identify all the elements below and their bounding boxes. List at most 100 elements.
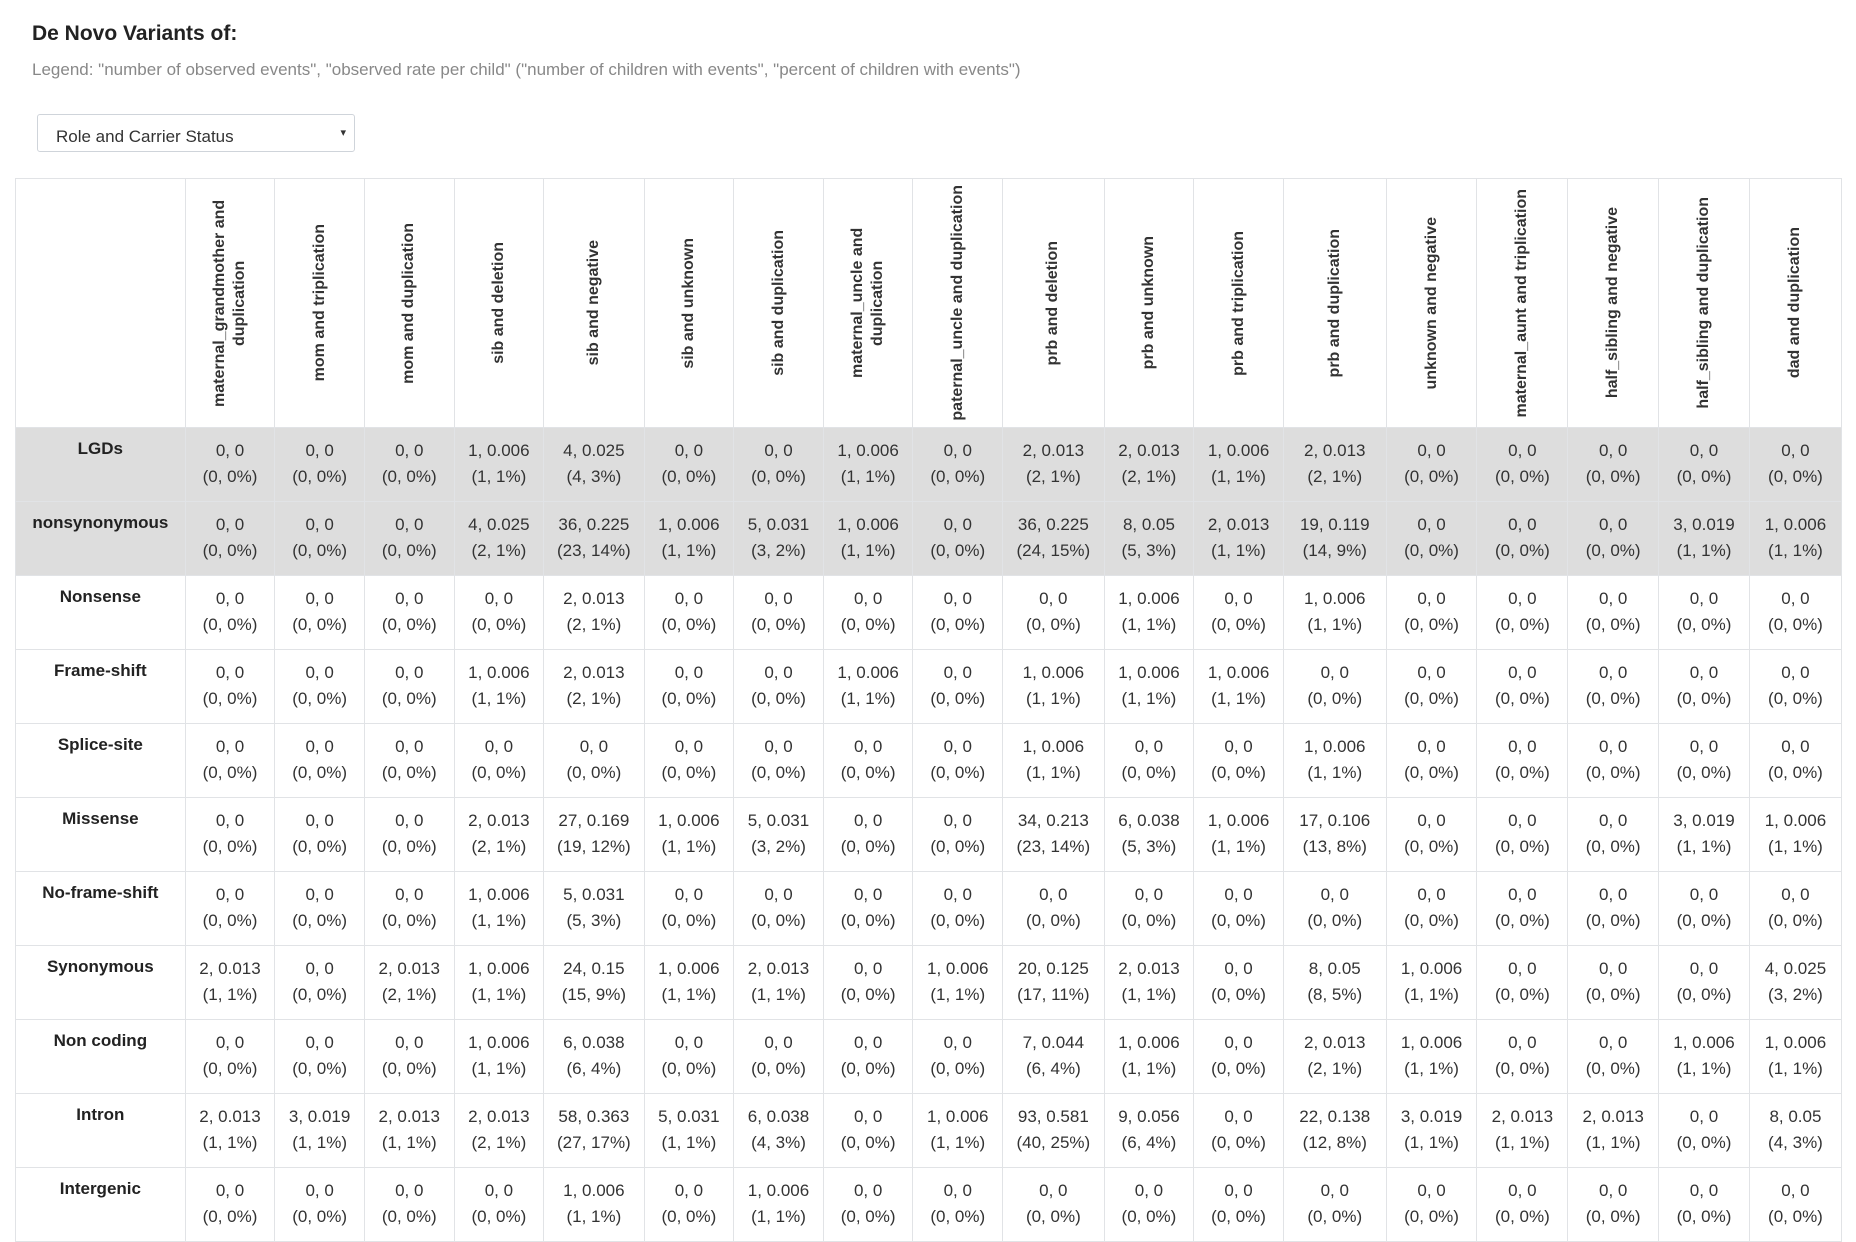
cell-events-rate: 24, 0.15 xyxy=(563,959,625,978)
table-cell: 1, 0.006 (1, 1%) xyxy=(1282,723,1387,798)
column-header: sib and deletion xyxy=(453,178,545,428)
cell-children-percent: (4, 3%) xyxy=(751,1133,806,1152)
cell-events-rate: 8, 0.05 xyxy=(1122,515,1175,534)
cell-children-percent: (0, 0%) xyxy=(292,985,348,1004)
cell-events-rate: 0, 0 xyxy=(305,663,334,682)
table-cell: 1, 0.006 (1, 1%) xyxy=(1658,1019,1750,1094)
table-cell: 0, 0 (0, 0%) xyxy=(643,1167,735,1242)
column-header-label: prb and duplication xyxy=(1325,228,1343,378)
cell-children-percent: (1, 1%) xyxy=(1307,763,1363,782)
table-cell: 0, 0 (0, 0%) xyxy=(643,575,735,650)
cell-children-percent: (0, 0%) xyxy=(661,1059,717,1078)
table-cell: 0, 0 (0, 0%) xyxy=(453,723,545,798)
cell-children-percent: (0, 0%) xyxy=(1211,1133,1266,1152)
table-cell: 1, 0.006 (1, 1%) xyxy=(543,1167,645,1242)
table-cell: 2, 0.013 (2, 1%) xyxy=(1103,427,1195,502)
cell-events-rate: 0, 0 xyxy=(215,441,245,460)
cell-events-rate: 0, 0 xyxy=(305,885,334,904)
table-cell: 4, 0.025 (3, 2%) xyxy=(1748,945,1843,1020)
cell-children-percent: (3, 2%) xyxy=(751,541,806,560)
cell-events-rate: 0, 0 xyxy=(1689,589,1719,608)
cell-events-rate: 0, 0 xyxy=(215,885,245,904)
cell-events-rate: 0, 0 xyxy=(1781,663,1810,682)
cell-children-percent: (2, 1%) xyxy=(471,837,527,856)
cell-events-rate: 1, 0.006 xyxy=(468,663,530,682)
cell-events-rate: 2, 0.013 xyxy=(1582,1107,1644,1126)
cell-children-percent: (0, 0%) xyxy=(292,1207,348,1226)
table-cell: 2, 0.013 (2, 1%) xyxy=(543,649,645,724)
table-cell: 0, 0 (0, 0%) xyxy=(1567,945,1660,1020)
cell-children-percent: (1, 1%) xyxy=(1404,1133,1459,1152)
cell-events-rate: 1, 0.006 xyxy=(837,663,899,682)
cell-events-rate: 0, 0 xyxy=(1598,1181,1628,1200)
cell-events-rate: 0, 0 xyxy=(1689,737,1719,756)
table-cell: 0, 0 (0, 0%) xyxy=(912,427,1004,502)
cell-events-rate: 36, 0.225 xyxy=(558,515,630,534)
cell-events-rate: 0, 0 xyxy=(1689,441,1719,460)
table-cell: 0, 0 (0, 0%) xyxy=(1002,871,1105,946)
table-row: Intron 2, 0.013 (1, 1%) 3, 0.019 (1, 1%) 2, 0… xyxy=(15,1093,1843,1168)
table-cell: 0, 0 (0, 0%) xyxy=(733,649,824,724)
cell-children-percent: (0, 0%) xyxy=(292,615,348,634)
cell-events-rate: 0, 0 xyxy=(1224,737,1253,756)
column-header: sib and negative xyxy=(543,178,645,428)
cell-events-rate: 0, 0 xyxy=(1689,959,1719,978)
cell-children-percent: (0, 0%) xyxy=(1211,911,1266,930)
cell-events-rate: 0, 0 xyxy=(674,663,704,682)
cell-children-percent: (24, 15%) xyxy=(1016,541,1091,560)
table-cell: 0, 0 (0, 0%) xyxy=(912,649,1004,724)
cell-events-rate: 0, 0 xyxy=(1134,885,1164,904)
cell-children-percent: (1, 1%) xyxy=(930,1133,986,1152)
cell-events-rate: 1, 0.006 xyxy=(658,959,720,978)
cell-children-percent: (0, 0%) xyxy=(1585,837,1641,856)
column-header-label: sib and unknown xyxy=(679,237,697,369)
cell-events-rate: 0, 0 xyxy=(305,959,334,978)
table-cell: 5, 0.031 (3, 2%) xyxy=(733,501,824,576)
cell-children-percent: (2, 1%) xyxy=(1307,467,1363,486)
cell-children-percent: (23, 14%) xyxy=(557,541,631,560)
cell-children-percent: (0, 0%) xyxy=(661,467,717,486)
table-cell: 0, 0 (0, 0%) xyxy=(1282,1167,1387,1242)
cell-children-percent: (0, 0%) xyxy=(1404,763,1459,782)
table-cell: 8, 0.05 (8, 5%) xyxy=(1282,945,1387,1020)
table-cell: 27, 0.169 (19, 12%) xyxy=(543,797,645,872)
cell-children-percent: (0, 0%) xyxy=(930,689,986,708)
table-cell: 0, 0 (0, 0%) xyxy=(1567,1167,1660,1242)
cell-children-percent: (0, 0%) xyxy=(1211,1207,1266,1226)
table-cell: 58, 0.363 (27, 17%) xyxy=(543,1093,645,1168)
row-label: nonsynonymous xyxy=(15,501,186,576)
cell-events-rate: 0, 0 xyxy=(395,515,424,534)
cell-children-percent: (3, 2%) xyxy=(751,837,806,856)
table-cell: 1, 0.006 (1, 1%) xyxy=(822,501,914,576)
cell-children-percent: (13, 8%) xyxy=(1302,837,1367,856)
cell-children-percent: (0, 0%) xyxy=(202,689,258,708)
cell-children-percent: (0, 0%) xyxy=(1121,911,1177,930)
table-cell: 4, 0.025 (4, 3%) xyxy=(543,427,645,502)
cell-children-percent: (4, 3%) xyxy=(1768,1133,1823,1152)
column-header: maternal_uncle and duplication xyxy=(822,178,914,428)
cell-children-percent: (0, 0%) xyxy=(1404,911,1459,930)
table-cell: 1, 0.006 (1, 1%) xyxy=(733,1167,824,1242)
table-cell: 2, 0.013 (1, 1%) xyxy=(1567,1093,1660,1168)
table-cell: 0, 0 (0, 0%) xyxy=(363,427,455,502)
table-cell: 0, 0 (0, 0%) xyxy=(1193,723,1284,798)
cell-children-percent: (40, 25%) xyxy=(1016,1133,1091,1152)
table-cell: 0, 0 (0, 0%) xyxy=(1567,427,1660,502)
cell-events-rate: 2, 0.013 xyxy=(563,663,625,682)
cell-events-rate: 0, 0 xyxy=(1039,1181,1068,1200)
table-cell: 0, 0 (0, 0%) xyxy=(1385,575,1478,650)
cell-children-percent: (0, 0%) xyxy=(1585,1059,1641,1078)
table-cell: 0, 0 (0, 0%) xyxy=(274,797,365,872)
cell-events-rate: 1, 0.006 xyxy=(1207,811,1270,830)
grouping-select[interactable]: Role and Carrier Status ▾ xyxy=(37,114,355,152)
column-header: half_sibling and negative xyxy=(1567,178,1660,428)
cell-children-percent: (23, 14%) xyxy=(1016,837,1091,856)
column-header-label: sib and duplication xyxy=(769,230,787,376)
cell-children-percent: (0, 0%) xyxy=(1404,837,1459,856)
table-cell: 1, 0.006 (1, 1%) xyxy=(1193,797,1284,872)
cell-events-rate: 0, 0 xyxy=(1781,737,1810,756)
table-cell: 0, 0 (0, 0%) xyxy=(912,797,1004,872)
cell-children-percent: (0, 0%) xyxy=(1404,689,1459,708)
table-cell: 0, 0 (0, 0%) xyxy=(1476,871,1569,946)
cell-events-rate: 1, 0.006 xyxy=(468,885,530,904)
